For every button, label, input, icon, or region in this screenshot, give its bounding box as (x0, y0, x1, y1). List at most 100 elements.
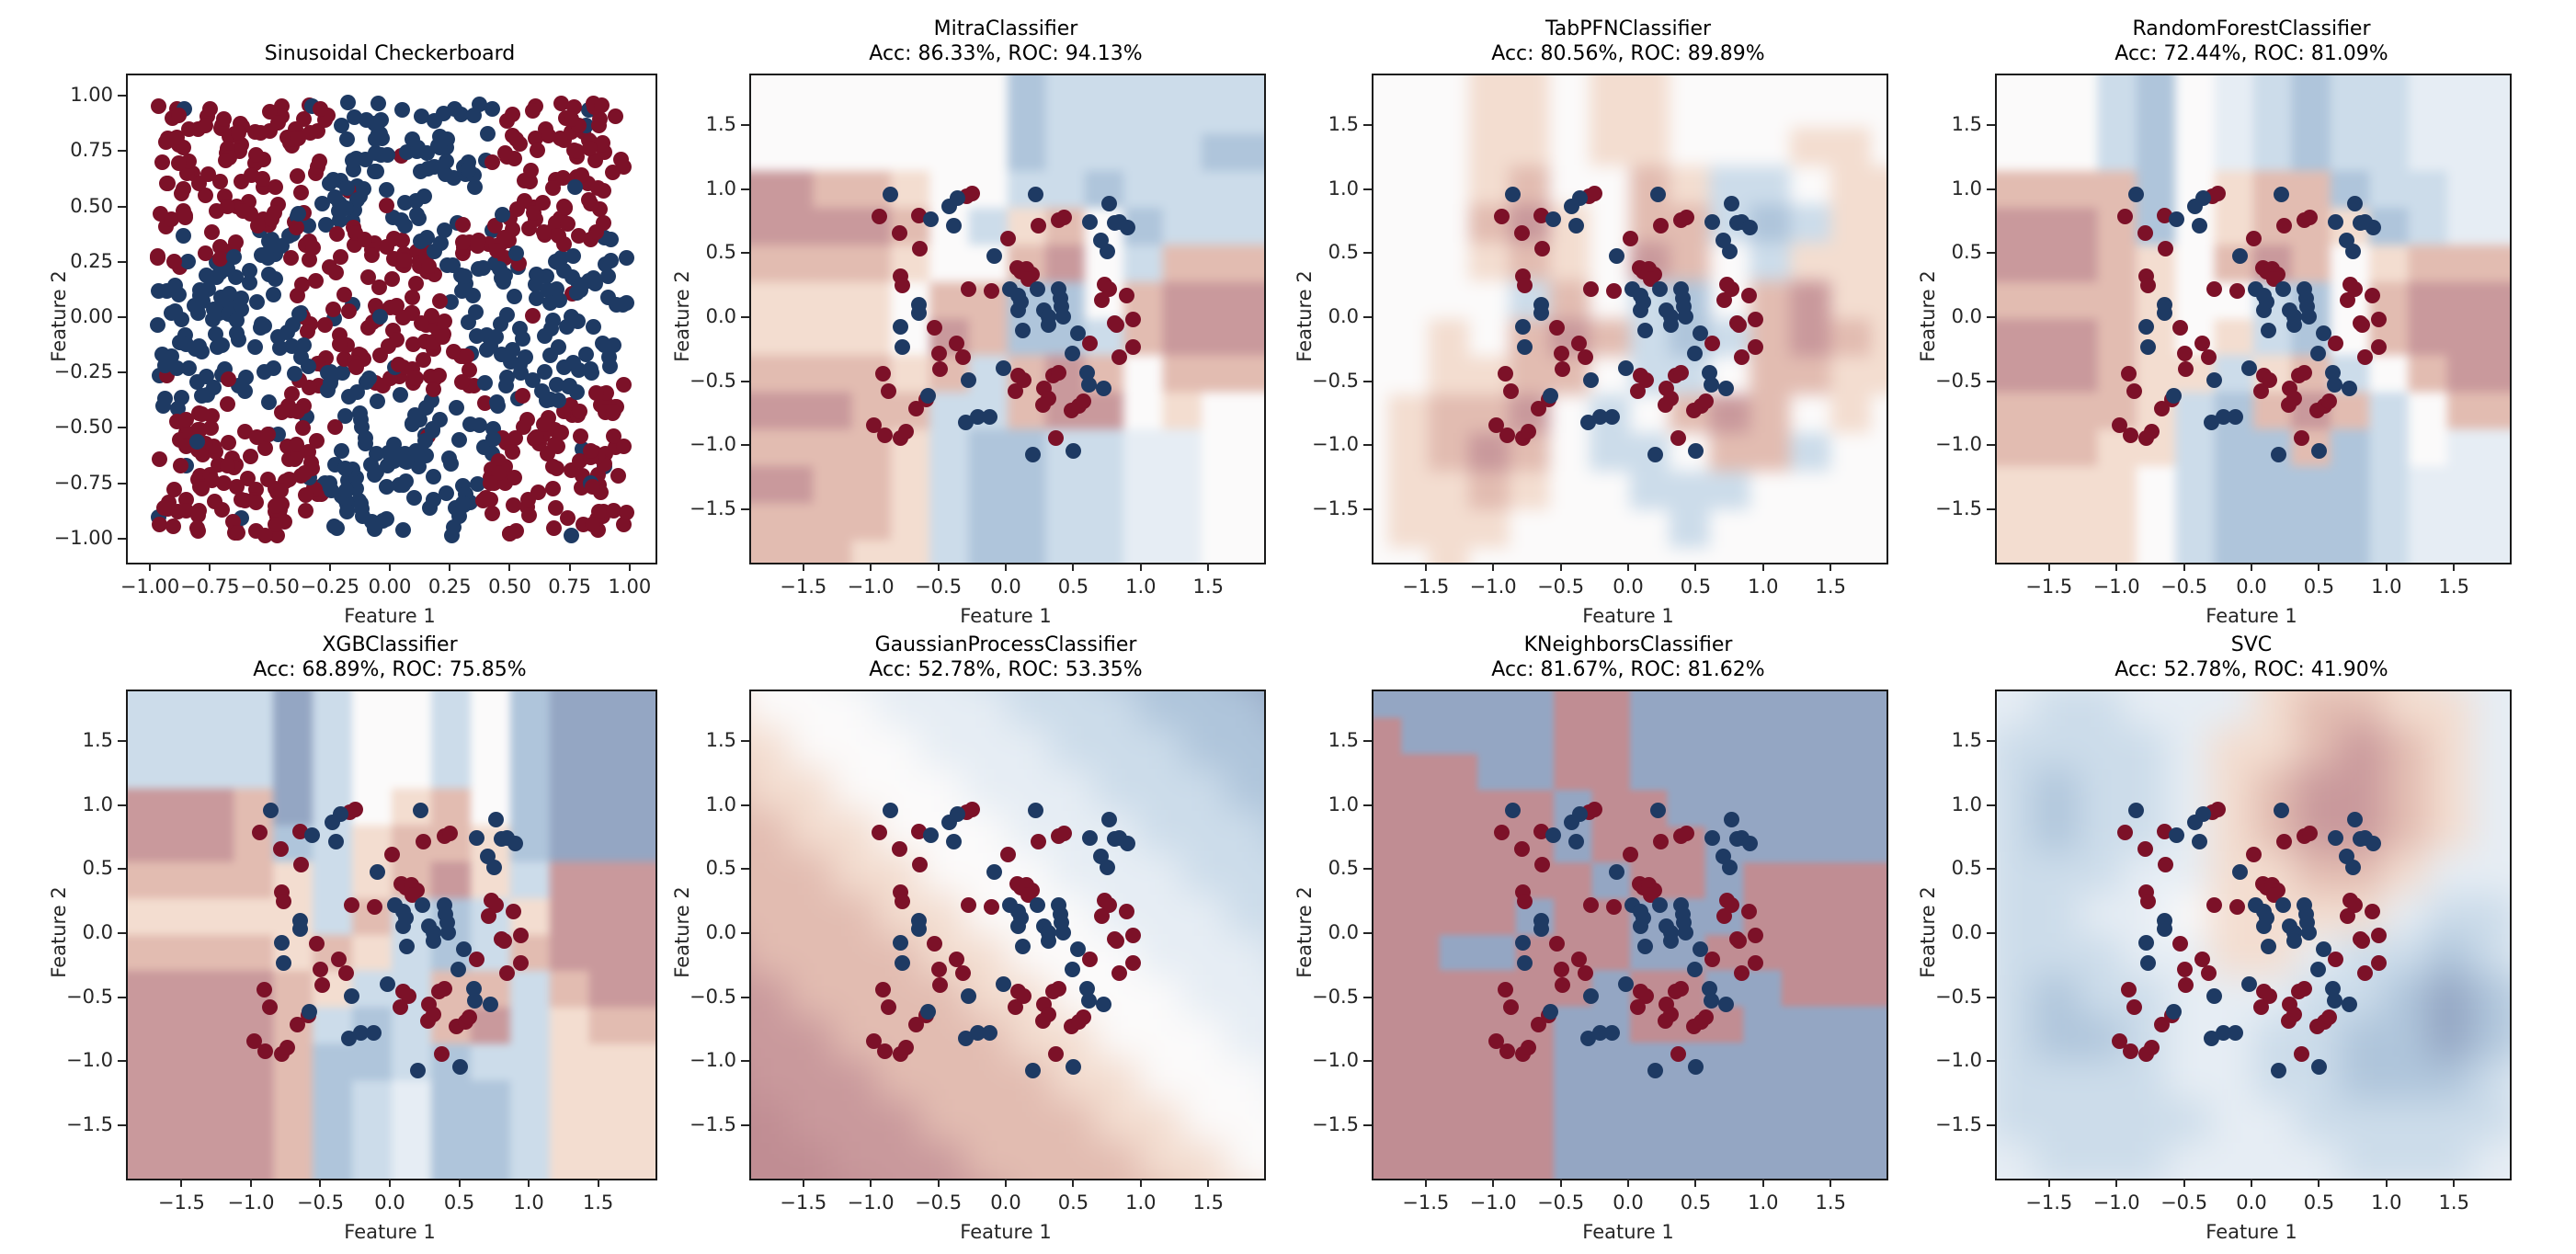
data-point-red (872, 208, 887, 224)
data-point-blue (432, 411, 449, 428)
data-point-red (275, 894, 291, 910)
data-point-blue (957, 1031, 974, 1047)
data-point-red (2158, 856, 2174, 872)
data-point-blue (421, 499, 438, 516)
data-point-red (2320, 393, 2337, 409)
data-point-red (1740, 288, 1757, 304)
x-tick-mark (319, 1179, 322, 1187)
y-tick-label: 1.00 (70, 84, 113, 107)
data-point-red (2297, 981, 2313, 998)
data-point-red (1673, 981, 1690, 998)
data-point-red (284, 386, 301, 403)
data-point-blue (1028, 803, 1044, 819)
data-point-red (337, 965, 354, 982)
data-point-blue (2127, 803, 2144, 819)
data-point-red (590, 504, 607, 520)
data-point-red (507, 522, 524, 539)
data-point-red (1716, 291, 1733, 308)
data-point-red (593, 137, 610, 154)
x-tick-label: 1.5 (1815, 576, 1846, 598)
data-point-red (907, 1017, 924, 1033)
data-point-red (2280, 1012, 2297, 1029)
data-point-red (446, 344, 462, 360)
data-point-blue (564, 248, 581, 265)
data-point-blue (1120, 836, 1136, 852)
data-point-blue (548, 254, 564, 270)
data-point-red (1704, 952, 1721, 967)
y-tick-label: 0.5 (1951, 241, 1982, 264)
data-point-red (181, 120, 198, 137)
data-point-blue (1080, 992, 1097, 1009)
y-tick-mark (741, 380, 749, 382)
data-point-red (534, 195, 551, 211)
x-tick-mark (1492, 1179, 1495, 1187)
data-point-red (898, 424, 915, 440)
data-point-blue (2156, 304, 2172, 321)
data-point-red (566, 98, 583, 115)
x-tick-mark (1559, 563, 1562, 571)
surface-cell (813, 208, 853, 246)
data-point-red (616, 438, 632, 454)
surface-cell (968, 75, 1009, 98)
data-point-red (1653, 833, 1670, 849)
data-point-red (476, 395, 493, 412)
surface-cell (1007, 75, 1047, 98)
y-tick-label: −0.5 (690, 369, 736, 392)
data-point-blue (2203, 415, 2219, 431)
surface-cell (1084, 97, 1125, 135)
data-point-blue (2274, 897, 2291, 914)
data-point-blue (325, 519, 342, 535)
data-point-red (293, 856, 310, 872)
data-point-red (332, 336, 348, 352)
data-point-blue (2228, 1024, 2244, 1041)
data-point-red (166, 254, 183, 270)
y-tick-mark (118, 260, 126, 263)
surface-cell (1007, 133, 1047, 172)
data-point-red (618, 504, 634, 520)
x-tick-mark (2183, 563, 2185, 571)
data-point-blue (425, 468, 441, 484)
data-point-blue (169, 360, 186, 377)
x-axis-label: Feature 1 (1582, 605, 1674, 627)
surface-cell (751, 208, 776, 246)
data-point-blue (355, 508, 371, 525)
data-point-red (2328, 336, 2344, 351)
scatter-points (1373, 75, 1886, 563)
data-point-red (248, 495, 265, 511)
data-point-red (213, 501, 230, 518)
data-point-red (1109, 317, 1125, 334)
x-axis-label: Feature 1 (960, 1221, 1052, 1243)
data-point-blue (468, 829, 484, 846)
y-tick-mark (741, 252, 749, 255)
data-point-blue (456, 940, 473, 957)
data-point-red (569, 142, 586, 159)
data-point-blue (1677, 924, 1693, 940)
y-tick-mark (1987, 868, 1995, 871)
x-tick-mark (449, 563, 451, 571)
data-point-red (312, 153, 327, 169)
data-point-blue (1723, 811, 1739, 827)
data-point-red (927, 936, 943, 952)
data-point-blue (2341, 996, 2357, 1012)
data-point-blue (2168, 826, 2184, 843)
data-point-red (960, 281, 976, 298)
data-point-blue (525, 371, 541, 388)
data-point-red (1503, 998, 1520, 1015)
data-point-red (615, 377, 632, 393)
data-point-red (506, 904, 522, 920)
data-point-blue (426, 244, 442, 260)
data-point-red (547, 436, 564, 452)
data-point-red (1748, 339, 1764, 356)
x-tick-label: −0.25 (300, 576, 359, 598)
data-point-red (178, 411, 195, 428)
x-tick-mark (1207, 1179, 1210, 1187)
data-point-red (2137, 225, 2154, 242)
data-point-blue (2274, 187, 2290, 203)
surface-cell (1123, 75, 1164, 98)
x-tick-label: 0.75 (548, 576, 592, 598)
data-point-blue (586, 270, 602, 287)
data-point-red (2153, 401, 2170, 417)
surface-cell (851, 75, 892, 98)
data-point-blue (910, 304, 927, 321)
x-axis-label: Feature 1 (2206, 1221, 2297, 1243)
